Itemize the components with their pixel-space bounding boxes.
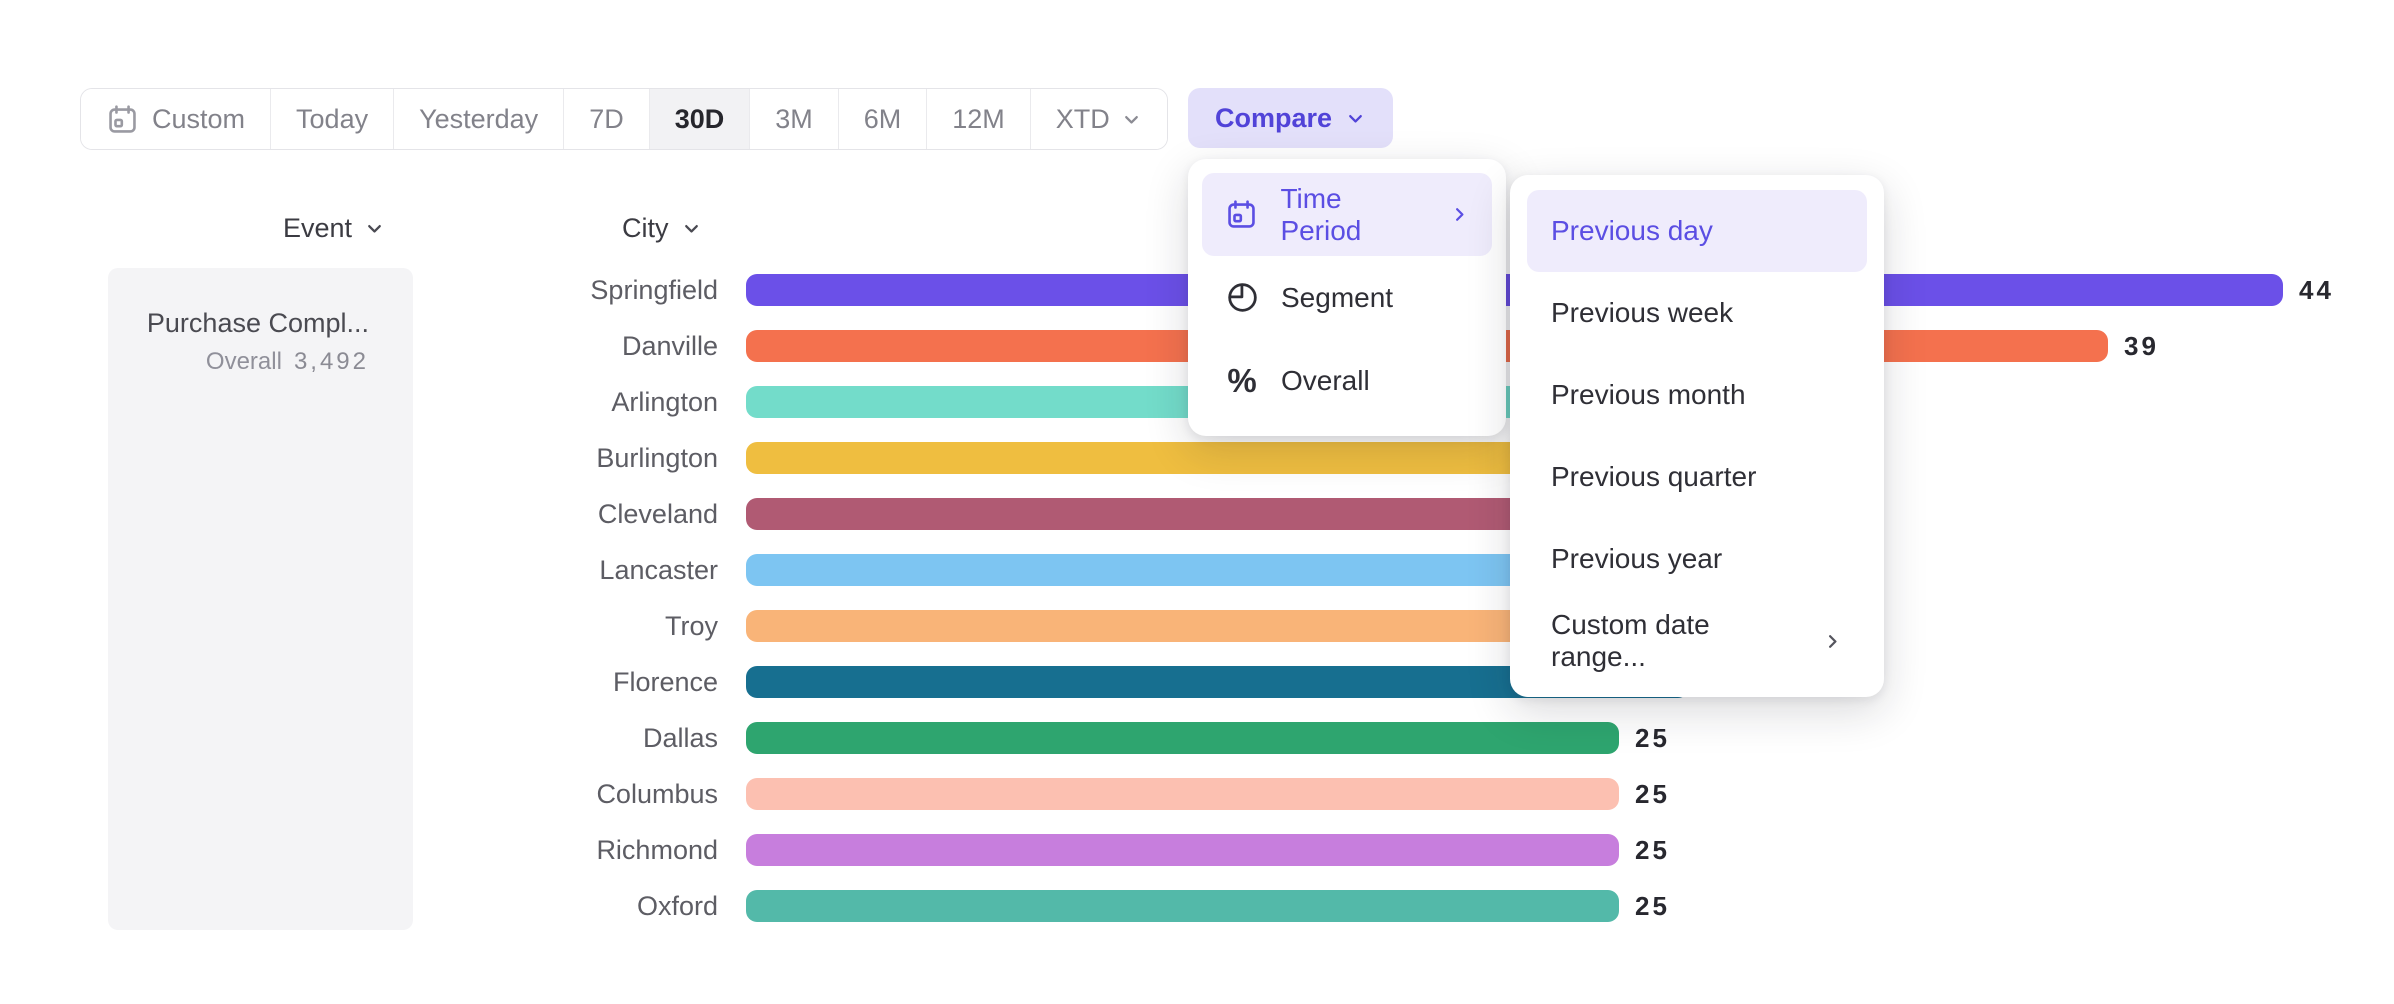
date-range-label: 3M [775,103,813,134]
bar-value: 25 [1635,778,1670,809]
compare-button[interactable]: Compare [1188,88,1394,148]
percent-icon: % [1227,362,1257,399]
event-header-label: Event [283,213,353,243]
bar-value: 44 [2299,274,2334,305]
compare-menu: Time Period Segment % Overall [1188,159,1506,436]
chevron-down-icon [1121,109,1142,130]
date-range-30d[interactable]: 30D [649,89,751,149]
chart-row-richmond: Richmond 25 [400,822,1670,878]
submenu-item-previous-quarter[interactable]: Previous quarter [1527,436,1867,518]
date-range-label: 6M [863,103,902,134]
bar-value: 25 [1635,722,1670,753]
menu-item-label: Custom date range... [1551,609,1710,672]
menu-item-label: Previous year [1551,543,1723,574]
menu-item-label: Time Period [1280,182,1362,246]
city-label: Oxford [636,890,718,921]
submenu-item-custom-date-range[interactable]: Custom date range... [1527,600,1867,682]
submenu-item-previous-month[interactable]: Previous month [1527,354,1867,436]
city-label: Richmond [596,834,718,865]
bar-columbus[interactable] [746,778,1619,810]
city-label: Lancaster [599,554,718,585]
city-label: Columbus [596,778,718,809]
overall-value: 3,492 [293,348,369,375]
date-range-label: 7D [589,103,624,134]
chevron-down-icon [1345,108,1366,129]
date-range-12m[interactable]: 12M [927,89,1031,149]
city-column-dropdown[interactable]: City [622,213,702,244]
date-range-label: Today [296,103,369,134]
chart-row-florence: Florence [400,654,1689,710]
compare-label: Compare [1215,102,1333,133]
calendar-icon [1224,198,1259,231]
menu-item-label: Overall [1281,364,1370,396]
city-header-label: City [622,213,669,243]
overall-label: Overall [205,348,282,375]
chevron-right-icon [1449,204,1470,225]
chart-row-dallas: Dallas 25 [400,710,1670,766]
submenu-item-previous-week[interactable]: Previous week [1527,272,1867,354]
chevron-down-icon [364,218,385,239]
menu-item-label: Previous week [1551,297,1734,328]
bar-richmond[interactable] [746,834,1619,866]
date-range-label: 12M [952,103,1005,134]
date-range-label: Custom [152,103,246,134]
bar-dallas[interactable] [746,722,1619,754]
city-label: Danville [621,330,718,361]
city-label: Arlington [611,386,718,417]
date-range-toolbar: Custom Today Yesterday 7D 30D 3M 6M 12M [80,88,1168,150]
city-label: Dallas [642,722,718,753]
event-name: Purchase Compl... [146,308,369,338]
event-card[interactable]: Purchase Compl... Overall 3,492 [108,268,413,930]
date-range-custom[interactable]: Custom [81,89,272,149]
submenu-item-previous-year[interactable]: Previous year [1527,518,1867,600]
bar-value: 25 [1635,834,1670,865]
bar-oxford[interactable] [746,890,1619,922]
city-label: Troy [665,610,718,641]
date-range-today[interactable]: Today [271,89,395,149]
date-range-xtd[interactable]: XTD [1030,89,1167,149]
date-range-yesterday[interactable]: Yesterday [394,89,565,149]
date-range-label: XTD [1055,103,1110,134]
bar-value: 25 [1635,890,1670,921]
menu-item-label: Previous day [1551,215,1713,246]
segment-icon [1224,280,1260,315]
chevron-right-icon [1822,631,1843,652]
city-label: Cleveland [597,498,718,529]
date-range-7d[interactable]: 7D [564,89,650,149]
chart-row-oxford: Oxford 25 [400,878,1670,934]
time-period-submenu: Previous day Previous week Previous mont… [1510,175,1884,697]
date-range-label: Yesterday [419,103,539,134]
chart-row-columbus: Columbus 25 [400,766,1670,822]
chevron-down-icon [681,218,702,239]
date-range-6m[interactable]: 6M [838,89,928,149]
compare-menu-item-time-period[interactable]: Time Period [1202,173,1492,256]
city-label: Springfield [590,274,718,305]
menu-item-label: Previous quarter [1551,461,1757,492]
bar-value: 39 [2124,330,2159,361]
calendar-icon [106,103,139,136]
event-overall: Overall 3,492 [206,348,369,376]
submenu-item-previous-day[interactable]: Previous day [1527,190,1867,272]
city-label: Burlington [596,442,718,473]
menu-item-label: Previous month [1551,379,1746,410]
event-column-dropdown[interactable]: Event [283,213,385,244]
compare-menu-item-overall[interactable]: % Overall [1202,339,1492,422]
date-range-label: 30D [674,103,725,134]
city-label: Florence [612,666,718,697]
menu-item-label: Segment [1281,281,1394,313]
compare-menu-item-segment[interactable]: Segment [1202,256,1492,339]
date-range-3m[interactable]: 3M [750,89,839,149]
